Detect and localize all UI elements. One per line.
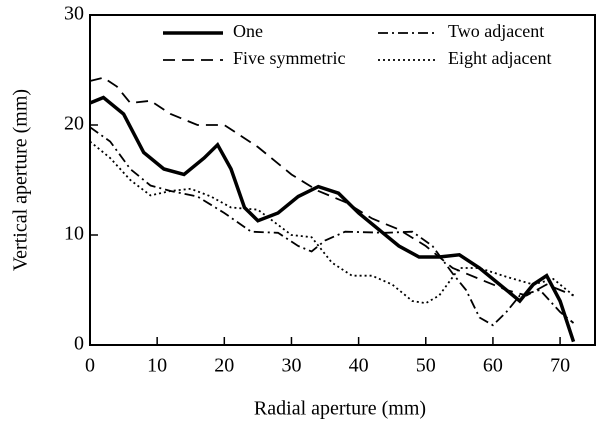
x-tick-label: 70 — [550, 355, 570, 377]
x-tick-label: 60 — [483, 355, 503, 377]
line-series — [89, 76, 574, 297]
legend-label: Five symmetric — [233, 48, 345, 68]
line-series — [89, 95, 576, 343]
x-tick-label: 20 — [214, 355, 234, 377]
legend-label: Eight adjacent — [448, 48, 551, 68]
x-tick-label: 0 — [85, 355, 95, 377]
y-tick-label: 30 — [64, 3, 84, 25]
legend-label: Two adjacent — [448, 21, 544, 41]
x-tick-label: 10 — [147, 355, 167, 377]
line-series — [89, 126, 575, 327]
x-tick-label: 40 — [349, 355, 369, 377]
plot-frame — [89, 14, 596, 346]
y-tick-label: 0 — [74, 333, 84, 355]
x-tick-label: 30 — [281, 355, 301, 377]
y-tick-label: 10 — [64, 223, 84, 245]
y-axis-label: Vertical aperture (mm) — [10, 89, 32, 271]
x-tick-label: 50 — [416, 355, 436, 377]
y-tick-label: 20 — [64, 113, 84, 135]
x-axis-label: Radial aperture (mm) — [254, 398, 426, 420]
legend-label: One — [233, 21, 263, 41]
line-series — [89, 140, 575, 305]
